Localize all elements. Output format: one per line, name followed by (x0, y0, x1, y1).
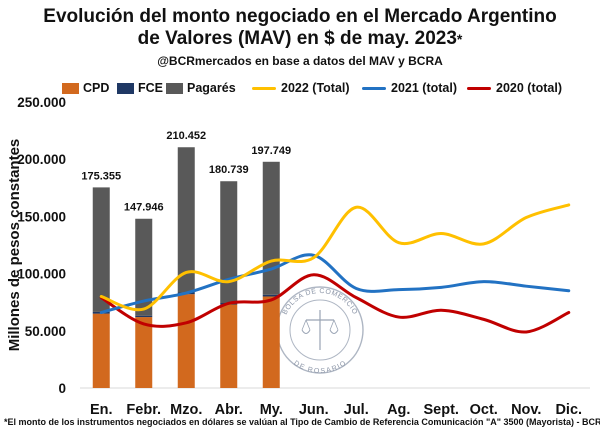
bar-total-label-2: 147.946 (124, 202, 164, 214)
bar-series-group (92, 147, 280, 388)
bar-pagars-3 (177, 147, 195, 293)
chart-title-text: Evolución del monto negociado en el Merc… (43, 6, 557, 49)
y-tick-label: 200.000 (17, 152, 66, 167)
x-tick-label: Sept. (424, 402, 459, 418)
line-series-2020 (99, 273, 571, 334)
legend-swatch-cpd (62, 83, 79, 94)
x-tick-label: En. (90, 402, 113, 418)
bar-pagars-4 (220, 181, 238, 304)
legend-label-cpd: CPD (83, 81, 110, 95)
y-tick-label: 50.000 (25, 324, 66, 339)
legend-swatch-fce (117, 83, 134, 94)
line-series-2021 (99, 253, 571, 314)
y-axis: 0 50.000 100.000 150.000 200.000 250.000 Millo… (6, 95, 590, 396)
watermark-inner-ring (289, 299, 351, 361)
x-tick-label: Jun. (299, 402, 329, 418)
bar-total-label-4: 180.739 (209, 164, 249, 176)
x-tick-label: Nov. (511, 402, 541, 418)
bar-total-label-3: 210.452 (166, 130, 206, 142)
footnote: *El monto de los instrumentos negociados… (4, 417, 600, 427)
y-axis-title: Millones de pesos constantes (6, 139, 23, 352)
x-tick-label: Febr. (126, 402, 161, 418)
legend-label-pagares: Pagarés (187, 81, 236, 95)
bar-total-label-1: 175.355 (81, 170, 121, 182)
bar-cpd-2 (135, 317, 153, 388)
x-tick-label: Mzo. (170, 402, 202, 418)
chart-subtitle: @BCRmercados en base a datos del MAV y B… (157, 54, 443, 68)
bar-fce-5 (262, 294, 280, 297)
y-tick-label: 0 (58, 381, 66, 396)
chart-legend: CPD FCE Pagarés 2022 (Total) 2021 (total… (62, 79, 600, 97)
legend-swatch-2021 (362, 87, 386, 90)
legend-swatch-pagares (166, 83, 183, 94)
chart-title-marker: * (456, 31, 463, 47)
x-tick-label: Oct. (470, 402, 498, 418)
bar-cpd-3 (177, 294, 195, 388)
y-tick-label: 100.000 (17, 267, 66, 282)
x-tick-label: Abr. (215, 402, 243, 418)
line-series-group (99, 203, 571, 334)
legend-label-2022: 2022 (Total) (281, 81, 350, 95)
x-tick-label: My. (260, 402, 283, 418)
x-tick-label: Dic. (555, 402, 582, 418)
y-tick-label: 250.000 (17, 95, 66, 110)
legend-swatch-2022 (252, 87, 276, 90)
bar-cpd-1 (92, 313, 110, 388)
bar-pagars-2 (135, 218, 153, 316)
chart-title: Evolución del monto negociado en el Merc… (40, 6, 560, 50)
bar-cpd-5 (262, 296, 280, 388)
x-tick-label: Jul. (344, 402, 369, 418)
legend-label-2021: 2021 (total) (391, 81, 457, 95)
bar-pagars-1 (92, 187, 110, 312)
y-tick-label: 150.000 (17, 209, 66, 224)
x-tick-label: Ag. (387, 402, 410, 418)
line-series-2022 (99, 203, 571, 312)
watermark-emblem-pans (301, 329, 339, 334)
bar-pagars-5 (262, 161, 280, 295)
x-axis: En. Febr. Mzo. Abr. My. Jun. Jul. Ag. Sept. Oct. N… (90, 402, 582, 418)
legend-label-2020: 2020 (total) (496, 81, 562, 95)
bar-total-label-5: 197.749 (251, 145, 291, 157)
bar-cpd-4 (220, 304, 238, 388)
legend-label-fce: FCE (138, 81, 163, 95)
watermark-emblem-strings (301, 319, 339, 331)
bar-fce-2 (135, 315, 153, 318)
legend-swatch-2020 (467, 87, 491, 90)
